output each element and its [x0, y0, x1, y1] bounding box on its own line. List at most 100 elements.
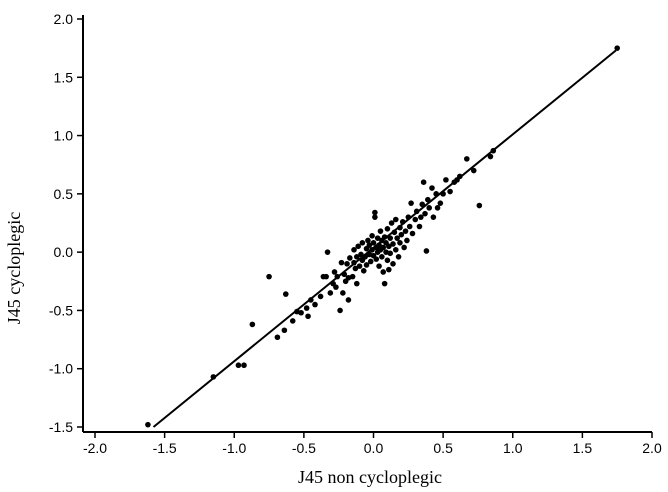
data-point	[355, 243, 361, 250]
y-tick-label: 1.5	[54, 69, 74, 85]
y-axis-title: J45 cycloplegic	[4, 212, 24, 324]
data-point	[392, 247, 399, 253]
data-point	[344, 261, 350, 267]
data-point	[359, 240, 366, 246]
data-point	[235, 362, 242, 369]
data-point	[338, 259, 345, 266]
data-point	[380, 269, 387, 275]
data-point	[353, 280, 360, 287]
data-point	[422, 210, 428, 217]
axes: -2.0 -1.5 -1.0 -0.5 0.0 0.5 1.0 1.5 2.0 -1.5 -1.0 -…	[49, 11, 662, 456]
data-point	[381, 280, 388, 287]
data-point	[331, 269, 338, 275]
data-point	[418, 214, 424, 220]
data-point	[402, 228, 409, 234]
data-point	[430, 214, 437, 220]
data-point	[437, 200, 444, 206]
x-tick-label: 0.0	[364, 440, 384, 456]
data-point	[412, 216, 419, 223]
data-points	[145, 45, 620, 428]
data-point	[312, 301, 318, 308]
x-tick-label: 1.0	[503, 440, 523, 456]
data-point	[379, 254, 385, 260]
data-point	[376, 263, 382, 269]
data-point	[369, 233, 375, 239]
data-point	[384, 257, 391, 264]
data-point	[324, 249, 331, 255]
x-tick-label: -0.5	[292, 440, 316, 456]
x-tick-label: 2.0	[642, 440, 662, 456]
data-point	[323, 273, 329, 280]
data-point	[404, 237, 410, 244]
data-point	[305, 313, 311, 320]
data-point	[373, 256, 380, 262]
x-tick-label: -1.0	[222, 440, 246, 456]
x-tick-label: -1.5	[153, 440, 177, 456]
regression-line	[152, 49, 617, 428]
data-point	[434, 205, 441, 211]
data-point	[426, 205, 433, 211]
data-point	[387, 235, 394, 241]
data-point	[298, 309, 304, 316]
data-point	[266, 273, 272, 280]
data-point	[420, 179, 427, 185]
data-point	[353, 254, 360, 260]
data-point	[470, 167, 477, 174]
y-tick-label: -1.5	[49, 419, 73, 435]
data-point	[352, 265, 359, 272]
data-point	[416, 223, 423, 230]
data-point	[386, 243, 392, 250]
data-point	[303, 305, 310, 311]
x-tick-label: 1.5	[573, 440, 593, 456]
data-point	[487, 153, 494, 160]
data-point	[351, 247, 357, 253]
data-point	[388, 220, 395, 226]
y-tick-label: -1.0	[49, 361, 73, 377]
data-point	[397, 240, 403, 246]
data-point	[372, 209, 378, 216]
x-tick-label: -2.0	[83, 440, 107, 456]
data-point	[395, 254, 402, 260]
data-point	[386, 266, 392, 273]
data-point	[447, 188, 453, 195]
data-point	[423, 248, 430, 254]
data-point	[372, 214, 378, 220]
data-point	[409, 230, 416, 237]
data-point	[289, 318, 296, 324]
data-point	[282, 291, 289, 297]
data-point	[345, 297, 352, 303]
data-point	[337, 307, 343, 314]
data-point	[274, 334, 281, 341]
data-point	[387, 250, 394, 257]
data-point	[377, 228, 384, 234]
data-point	[390, 241, 396, 247]
y-tick-label: -0.5	[49, 302, 73, 318]
data-point	[380, 244, 387, 251]
data-point	[425, 196, 431, 203]
data-point	[281, 327, 288, 334]
data-point	[406, 223, 413, 230]
y-tick-label: 2.0	[54, 11, 74, 27]
data-point	[394, 235, 400, 241]
data-point	[347, 255, 353, 261]
y-tick-label: 0.0	[54, 244, 74, 260]
y-tick-label: 1.0	[54, 128, 74, 144]
data-point	[384, 226, 391, 232]
data-point	[366, 242, 373, 248]
data-point	[241, 362, 247, 369]
x-tick-label: 0.5	[433, 440, 453, 456]
y-tick-label: 0.5	[54, 186, 74, 202]
data-point	[443, 177, 449, 183]
data-point	[392, 216, 399, 223]
data-point	[367, 258, 374, 265]
data-point	[463, 156, 470, 162]
data-point	[476, 202, 483, 209]
data-point	[327, 290, 334, 296]
data-point	[398, 231, 405, 238]
x-axis-title: J45 non cycloplegic	[298, 467, 442, 487]
data-point	[365, 237, 371, 244]
data-point	[408, 200, 414, 206]
data-point	[401, 244, 407, 251]
data-point	[363, 262, 370, 268]
